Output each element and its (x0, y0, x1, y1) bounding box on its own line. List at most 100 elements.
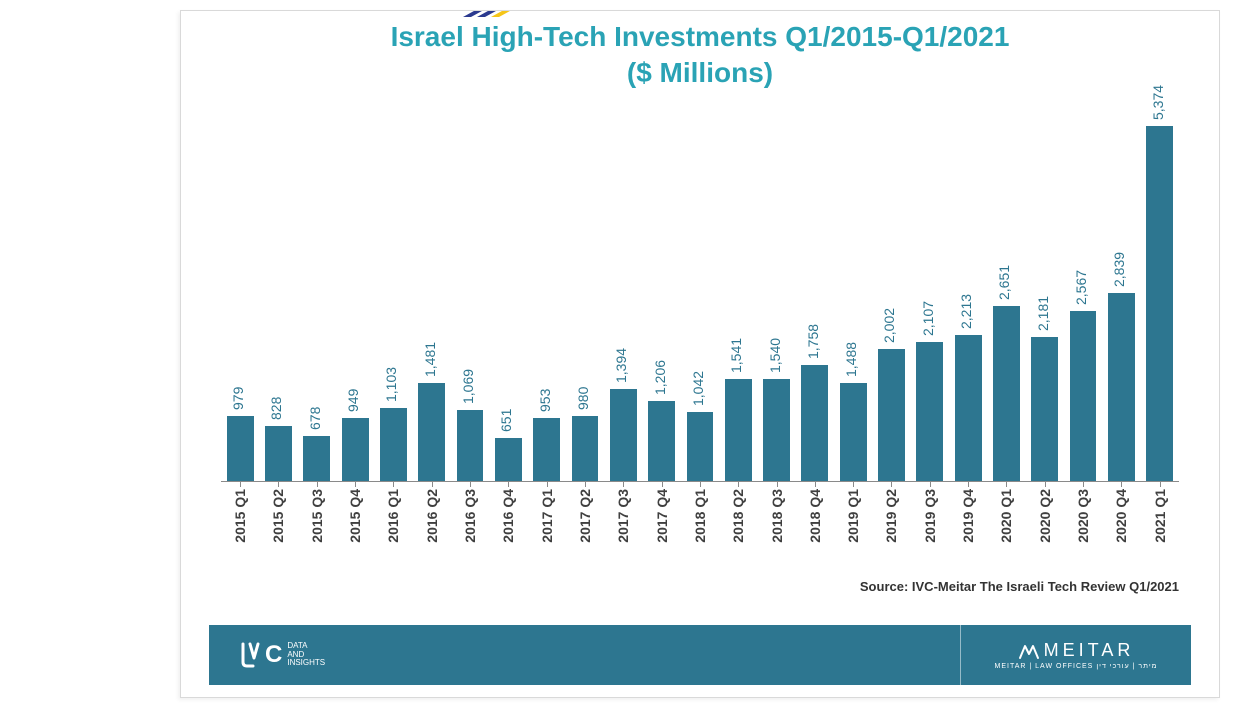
bar-column: 949 (336, 111, 374, 481)
bar-value-label: 1,541 (728, 338, 744, 373)
bar-column: 1,540 (757, 111, 795, 481)
bar (763, 379, 790, 481)
ivc-sub: DATA AND INSIGHTS (287, 642, 325, 668)
x-tick-label: 2015 Q3 (309, 489, 325, 543)
x-tick: 2017 Q3 (604, 487, 642, 577)
bar-value-label: 1,758 (805, 324, 821, 359)
bar-column: 2,213 (949, 111, 987, 481)
bar (648, 401, 675, 481)
x-tick: 2020 Q1 (987, 487, 1025, 577)
bar-column: 1,103 (374, 111, 412, 481)
bar (342, 418, 369, 481)
bar (955, 335, 982, 481)
bar (572, 416, 599, 481)
bar (725, 379, 752, 481)
bar-value-label: 828 (268, 397, 284, 420)
bar (418, 383, 445, 481)
x-tick-label: 2017 Q3 (615, 489, 631, 543)
bar-column: 1,042 (681, 111, 719, 481)
bar (533, 418, 560, 481)
bar-column: 2,651 (987, 111, 1025, 481)
chart-title: Israel High-Tech Investments Q1/2015-Q1/… (181, 19, 1219, 92)
x-tick: 2019 Q1 (834, 487, 872, 577)
x-tick: 2019 Q2 (872, 487, 910, 577)
bar (1108, 293, 1135, 481)
x-tick: 2021 Q1 (1141, 487, 1179, 577)
title-line-2: ($ Millions) (181, 55, 1219, 91)
x-tick: 2017 Q1 (528, 487, 566, 577)
bar (1070, 311, 1097, 481)
bar (227, 416, 254, 481)
plot-area: 9798286789491,1031,4811,0696519539801,39… (221, 111, 1179, 481)
x-tick: 2015 Q1 (221, 487, 259, 577)
bar (801, 365, 828, 481)
bar-column: 2,002 (872, 111, 910, 481)
bar (610, 389, 637, 481)
x-tick: 2015 Q3 (298, 487, 336, 577)
bar-value-label: 2,107 (920, 301, 936, 336)
bar-column: 1,758 (796, 111, 834, 481)
bar-value-label: 1,206 (652, 360, 668, 395)
x-tick-label: 2020 Q2 (1037, 489, 1053, 543)
bar-value-label: 2,002 (881, 308, 897, 343)
bar (380, 408, 407, 481)
footer-right: MEITAR MEITAR | LAW OFFICES מיתר | עורכי… (961, 625, 1191, 685)
bar-column: 1,206 (642, 111, 680, 481)
bar-column: 2,839 (1102, 111, 1140, 481)
x-tick: 2018 Q3 (757, 487, 795, 577)
meitar-sub: MEITAR | LAW OFFICES מיתר | עורכי דין (995, 663, 1158, 670)
x-tick: 2020 Q4 (1102, 487, 1140, 577)
bar-value-label: 1,488 (843, 342, 859, 377)
bar-value-label: 1,481 (422, 342, 438, 377)
bar-value-label: 678 (307, 407, 323, 430)
bar-column: 5,374 (1141, 111, 1179, 481)
x-tick-label: 2018 Q2 (730, 489, 746, 543)
x-tick-label: 2019 Q1 (845, 489, 861, 543)
bar-column: 678 (298, 111, 336, 481)
x-tick-label: 2020 Q4 (1113, 489, 1129, 543)
bar (265, 426, 292, 481)
bar-column: 979 (221, 111, 259, 481)
x-tick: 2015 Q2 (259, 487, 297, 577)
bar-value-label: 1,540 (767, 338, 783, 373)
bar (840, 383, 867, 481)
x-tick: 2015 Q4 (336, 487, 374, 577)
x-tick-label: 2015 Q2 (270, 489, 286, 543)
bar-column: 2,107 (911, 111, 949, 481)
bar-column: 2,181 (1026, 111, 1064, 481)
bar (1146, 126, 1173, 481)
bar-value-label: 953 (537, 389, 553, 412)
bar (303, 436, 330, 481)
x-tick-label: 2017 Q2 (577, 489, 593, 543)
bar-value-label: 2,839 (1111, 252, 1127, 287)
bar-value-label: 2,567 (1073, 270, 1089, 305)
bar-column: 828 (259, 111, 297, 481)
chevron-decoration (461, 10, 531, 643)
bar-value-label: 1,042 (690, 371, 706, 406)
x-tick: 2020 Q3 (1064, 487, 1102, 577)
title-line-1: Israel High-Tech Investments Q1/2015-Q1/… (181, 19, 1219, 55)
meitar-text: MEITAR (1044, 640, 1135, 661)
bar-column: 2,567 (1064, 111, 1102, 481)
bar (687, 412, 714, 481)
bar-value-label: 2,651 (996, 265, 1012, 300)
x-tick-label: 2016 Q2 (424, 489, 440, 543)
bar-value-label: 2,181 (1035, 296, 1051, 331)
x-tick-label: 2015 Q4 (347, 489, 363, 543)
x-tick-label: 2018 Q4 (807, 489, 823, 543)
x-tick-label: 2017 Q4 (654, 489, 670, 543)
bar-value-label: 5,374 (1150, 85, 1166, 120)
x-tick: 2019 Q4 (949, 487, 987, 577)
bar-value-label: 1,103 (383, 367, 399, 402)
x-tick: 2020 Q2 (1026, 487, 1064, 577)
bars-container: 9798286789491,1031,4811,0696519539801,39… (221, 111, 1179, 481)
x-tick: 2018 Q1 (681, 487, 719, 577)
x-tick-label: 2019 Q4 (960, 489, 976, 543)
ivc-text: C (265, 641, 283, 669)
x-tick: 2019 Q3 (911, 487, 949, 577)
footer-bar: C DATA AND INSIGHTS MEITAR MEITAR | LAW … (209, 625, 1191, 685)
bar-column: 1,488 (834, 111, 872, 481)
source-text: Source: IVC-Meitar The Israeli Tech Revi… (860, 579, 1179, 594)
x-tick-label: 2018 Q1 (692, 489, 708, 543)
x-tick-label: 2019 Q2 (883, 489, 899, 543)
